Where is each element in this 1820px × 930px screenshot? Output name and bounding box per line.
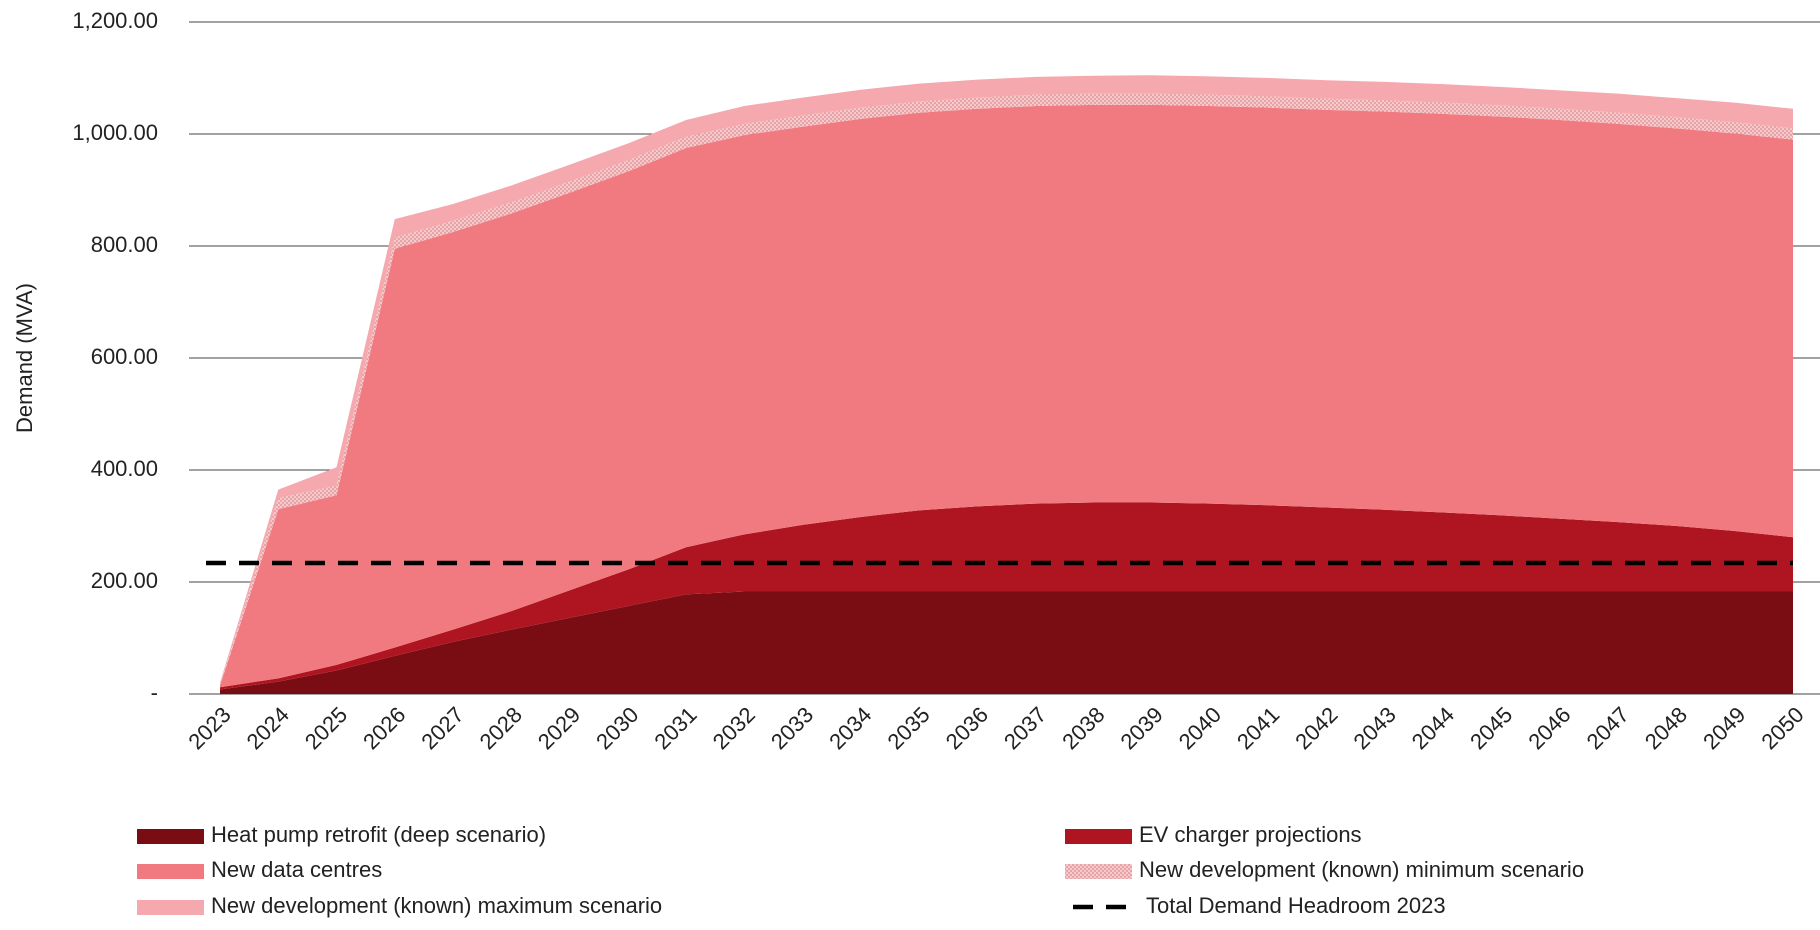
x-tick-label: 2032 bbox=[708, 702, 760, 754]
x-tick-label: 2033 bbox=[766, 702, 818, 754]
y-tick-label: 800.00 bbox=[91, 232, 158, 257]
x-tick-label: 2023 bbox=[183, 702, 235, 754]
x-tick-label: 2035 bbox=[882, 702, 934, 754]
x-tick-label: 2047 bbox=[1582, 702, 1634, 754]
x-tick-label: 2034 bbox=[824, 702, 876, 754]
legend-swatch bbox=[137, 864, 204, 879]
legend-label: EV charger projections bbox=[1139, 822, 1362, 847]
areas bbox=[220, 75, 1793, 694]
legend-label: New development (known) maximum scenario bbox=[211, 893, 662, 918]
legend-swatch bbox=[1065, 829, 1132, 844]
x-tick-label: 2030 bbox=[591, 702, 643, 754]
x-tick-label: 2028 bbox=[475, 702, 527, 754]
legend-label: New development (known) minimum scenario bbox=[1139, 857, 1584, 882]
x-tick-label: 2025 bbox=[300, 702, 352, 754]
x-tick-label: 2038 bbox=[1057, 702, 1109, 754]
legend-swatch bbox=[137, 829, 204, 844]
x-tick-label: 2027 bbox=[416, 702, 468, 754]
x-tick-label: 2029 bbox=[533, 702, 585, 754]
y-tick-label: 1,200.00 bbox=[72, 8, 158, 33]
x-tick-label: 2050 bbox=[1756, 702, 1808, 754]
x-tick-label: 2048 bbox=[1640, 702, 1692, 754]
y-tick-label: 200.00 bbox=[91, 568, 158, 593]
x-tick-label: 2043 bbox=[1349, 702, 1401, 754]
x-tick-label: 2039 bbox=[1116, 702, 1168, 754]
y-tick-label: 600.00 bbox=[91, 344, 158, 369]
x-tick-label: 2037 bbox=[999, 702, 1051, 754]
area bbox=[220, 104, 1793, 688]
legend-label: Heat pump retrofit (deep scenario) bbox=[211, 822, 546, 847]
y-axis-title: Demand (MVA) bbox=[12, 283, 37, 433]
x-tick-label: 2045 bbox=[1465, 702, 1517, 754]
area bbox=[220, 591, 1793, 694]
y-tick-label: - bbox=[151, 680, 158, 705]
x-tick-label: 2044 bbox=[1407, 702, 1459, 754]
x-tick-label: 2040 bbox=[1174, 702, 1226, 754]
legend-swatch bbox=[1065, 864, 1132, 879]
y-tick-label: 1,000.00 bbox=[72, 120, 158, 145]
area bbox=[220, 502, 1793, 690]
legend-swatch bbox=[137, 900, 204, 915]
x-tick-label: 2041 bbox=[1232, 702, 1284, 754]
x-tick-label: 2036 bbox=[941, 702, 993, 754]
x-tick-label: 2049 bbox=[1698, 702, 1750, 754]
x-tick-label: 2024 bbox=[242, 702, 294, 754]
y-tick-label: 400.00 bbox=[91, 456, 158, 481]
legend-label: New data centres bbox=[211, 857, 382, 882]
x-tick-label: 2042 bbox=[1290, 702, 1342, 754]
x-tick-label: 2031 bbox=[649, 702, 701, 754]
x-tick-label: 2026 bbox=[358, 702, 410, 754]
x-tick-label: 2046 bbox=[1523, 702, 1575, 754]
legend-label: Total Demand Headroom 2023 bbox=[1146, 893, 1446, 918]
